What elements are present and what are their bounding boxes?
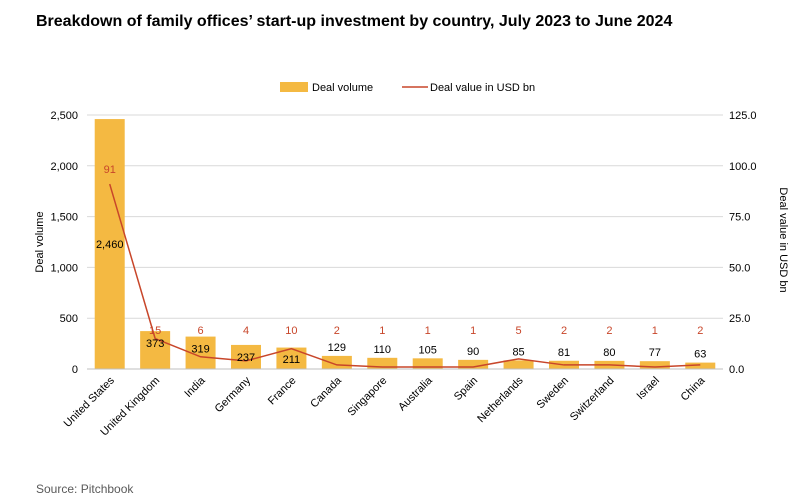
legend-label-bars: Deal volume — [312, 82, 373, 94]
y2-tick-label: 125.0 — [729, 110, 757, 122]
bar — [367, 357, 398, 369]
line-data-label: 1 — [652, 325, 658, 337]
gridlines — [87, 114, 723, 319]
line-data-label: 1 — [425, 325, 431, 337]
line-data-label: 2 — [697, 325, 703, 337]
y2-tick-label: 75.0 — [729, 212, 750, 224]
y-tick-label: 500 — [60, 313, 78, 325]
x-tick-label: Israel — [634, 375, 662, 403]
y2-axis-title: Deal value in USD bn — [777, 187, 789, 292]
bar-series — [94, 119, 716, 370]
bar-data-label: 2,460 — [96, 239, 124, 251]
x-tick-label: Switzerland — [568, 375, 617, 424]
bar-data-label: 129 — [328, 342, 346, 354]
x-tick-label: France — [266, 375, 299, 408]
bar — [458, 359, 489, 369]
bar-data-label: 81 — [558, 347, 570, 359]
y-tick-label: 1,500 — [50, 212, 78, 224]
bar — [639, 361, 670, 369]
bar-data-label: 110 — [374, 344, 392, 356]
chart-title: Breakdown of family offices’ start-up in… — [36, 13, 673, 30]
y-tick-label: 1,000 — [50, 262, 78, 274]
bar — [94, 119, 125, 370]
legend-swatch-bars — [280, 82, 308, 92]
y2-tick-label: 0.0 — [729, 364, 744, 376]
legend: Deal volume Deal value in USD bn — [280, 82, 535, 94]
bar-data-label: 80 — [603, 347, 615, 359]
line-data-label: 4 — [243, 325, 249, 337]
y-axis-title: Deal volume — [34, 211, 46, 272]
bar-data-label: 211 — [283, 354, 301, 366]
legend-label-line: Deal value in USD bn — [430, 82, 535, 94]
x-tick-label: Spain — [452, 375, 480, 403]
line-data-label: 2 — [561, 325, 567, 337]
line-data-label: 10 — [285, 325, 297, 337]
y2-tick-label: 100.0 — [729, 161, 757, 173]
y2-tick-label: 25.0 — [729, 313, 750, 325]
bar — [685, 362, 716, 369]
x-tick-label: China — [679, 374, 708, 403]
bar-data-label: 85 — [512, 346, 524, 358]
x-tick-label: Australia — [396, 374, 435, 413]
bar-data-label: 90 — [467, 346, 479, 358]
bar-data-label: 63 — [694, 349, 706, 361]
line-series — [108, 183, 701, 368]
x-tick-label: India — [182, 374, 208, 400]
bar-data-label: 77 — [649, 347, 661, 359]
line-data-label: 1 — [379, 325, 385, 337]
line-data-label: 2 — [334, 325, 340, 337]
x-tick-label: Netherlands — [475, 374, 526, 425]
bar — [412, 358, 443, 369]
line-data-label: 6 — [198, 325, 204, 337]
x-tick-label: Sweden — [535, 375, 572, 412]
x-tick-label: Germany — [213, 374, 254, 415]
bar — [276, 347, 307, 369]
bar-data-label: 105 — [419, 344, 437, 356]
line-data-label: 5 — [516, 325, 522, 337]
y2-tick-label: 50.0 — [729, 262, 750, 274]
line-data-label: 1 — [470, 325, 476, 337]
line-path — [108, 183, 701, 368]
y-tick-label: 0 — [72, 364, 78, 376]
y-tick-label: 2,500 — [50, 110, 78, 122]
axes: 0 500 1,000 1,500 2,000 2,500 0.0 25.0 50.0 75.0 1… — [34, 110, 789, 438]
y-tick-label: 2,000 — [50, 161, 78, 173]
line-data-label: 2 — [606, 325, 612, 337]
bar — [503, 360, 534, 369]
line-data-label: 91 — [104, 164, 116, 176]
x-tick-label: Canada — [308, 374, 344, 410]
bar-data-label: 319 — [191, 344, 209, 356]
source-note: Source: Pitchbook — [36, 482, 134, 496]
bar-data-label: 373 — [146, 338, 164, 350]
bar — [231, 344, 261, 369]
x-tick-label: Singapore — [345, 375, 389, 419]
bar — [321, 355, 352, 369]
bar-data-label: 237 — [237, 352, 255, 364]
line-data-label: 15 — [149, 325, 161, 337]
